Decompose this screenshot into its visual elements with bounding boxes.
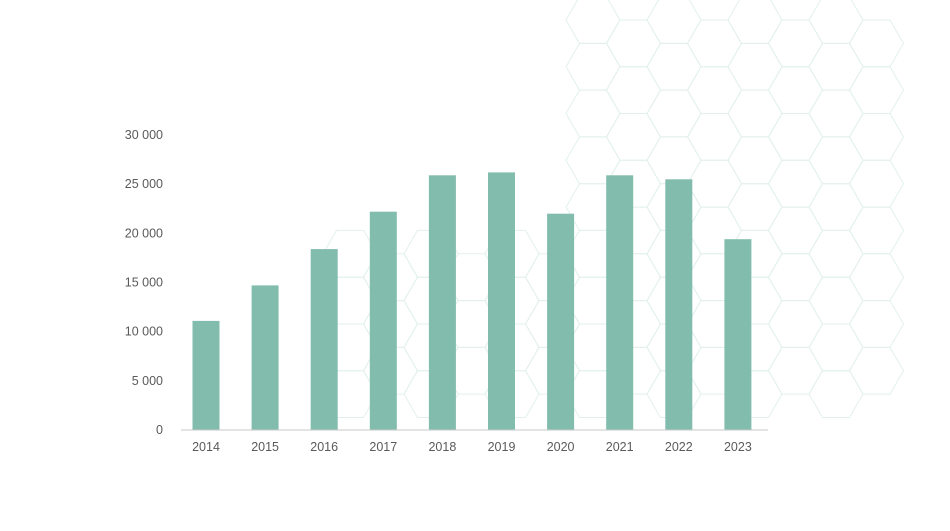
hexagon-decoration: [646, 136, 702, 185]
y-tick-label: 30 000: [125, 128, 163, 142]
hexagon-decoration: [767, 66, 824, 114]
hexagon-decoration: [808, 323, 864, 372]
hexagon-decoration: [727, 89, 783, 138]
hexagon-decoration: [646, 42, 702, 91]
hexagon-decoration: [565, 89, 621, 138]
bar-2019: [488, 172, 515, 430]
x-tick-label: 2017: [369, 440, 397, 454]
bar-2018: [428, 175, 456, 430]
hexagon-decoration: [848, 346, 905, 395]
hexagon-decoration: [686, 66, 743, 114]
bars-group: [192, 172, 752, 431]
hexagon-decoration: [808, 136, 864, 185]
hexagon-decoration: [808, 42, 864, 91]
hexagon-decoration: [565, 0, 621, 44]
hexagon-decoration: [686, 113, 743, 161]
hexagon-decoration: [848, 66, 905, 114]
hexagon-decoration: [767, 113, 824, 161]
x-tick-label: 2015: [251, 440, 279, 454]
hexagon-decoration: [605, 113, 662, 161]
hexagon-decoration: [646, 0, 702, 44]
bar-2020: [547, 213, 575, 430]
x-tick-label: 2022: [665, 440, 693, 454]
hexagon-decoration: [848, 253, 905, 302]
hexagon-decoration: [808, 183, 864, 231]
hexagon-decoration: [767, 206, 824, 255]
bar-2023: [724, 239, 752, 430]
hexagon-decoration: [484, 276, 540, 325]
x-tick-label: 2019: [488, 440, 516, 454]
x-tick-label: 2014: [192, 440, 220, 454]
hexagon-decoration: [605, 66, 662, 114]
hexagon-decoration: [848, 159, 905, 208]
hexagon-decoration: [362, 346, 419, 395]
hexagon-decoration: [646, 89, 702, 138]
hexagon-decoration: [767, 253, 824, 302]
hexagon-decoration: [767, 159, 824, 208]
hexagon-decoration: [808, 89, 864, 138]
y-tick-label: 25 000: [125, 177, 163, 191]
y-axis-tick-labels: 0 5 000 10 000 15 000 20 000 25 000 30 000: [125, 128, 163, 437]
hexagon-decoration: [362, 300, 419, 348]
y-tick-label: 20 000: [125, 226, 163, 240]
hexagon-decoration: [727, 183, 783, 231]
hexagon-decoration: [767, 346, 824, 395]
hexagon-decoration: [484, 370, 540, 418]
hexagon-decoration: [686, 159, 743, 208]
hexagon-decoration: [848, 113, 905, 161]
bar-2021: [606, 175, 634, 430]
y-tick-label: 15 000: [125, 276, 163, 290]
x-tick-label: 2016: [310, 440, 338, 454]
hexagon-decoration: [686, 19, 743, 68]
hexagon-decoration: [727, 0, 783, 44]
hexagon-decoration: [362, 253, 419, 302]
hexagon-decoration: [727, 42, 783, 91]
hexagon-decoration: [848, 206, 905, 255]
x-tick-label: 2018: [428, 440, 456, 454]
y-tick-label: 5 000: [132, 374, 163, 388]
x-tick-label: 2021: [606, 440, 634, 454]
hexagon-decoration: [565, 42, 621, 91]
bar-2016: [310, 249, 338, 430]
hexagon-decoration: [484, 323, 540, 372]
hexagon-decoration: [808, 229, 864, 278]
x-tick-label: 2020: [547, 440, 575, 454]
bar-2015: [251, 285, 279, 430]
hexagon-decoration: [727, 136, 783, 185]
bar-2022: [665, 179, 693, 431]
bar-2017: [369, 211, 397, 430]
x-axis-tick-labels: 2014 2015 2016 2017 2018 2019 2020 2021 2022 2023: [192, 440, 752, 454]
y-tick-label: 10 000: [125, 325, 163, 339]
hexagon-decoration: [767, 19, 824, 68]
hexagon-decoration: [808, 0, 864, 44]
y-tick-label: 0: [156, 423, 163, 437]
hexagon-decoration: [605, 19, 662, 68]
hexagon-decoration: [848, 300, 905, 348]
hexagon-decoration: [484, 229, 540, 278]
hexagon-decoration: [848, 19, 905, 68]
hexagon-decoration: [808, 276, 864, 325]
bar-2014: [192, 320, 220, 430]
hexagon-decoration: [808, 370, 864, 418]
x-tick-label: 2023: [724, 440, 752, 454]
hexagon-decoration: [767, 300, 824, 348]
